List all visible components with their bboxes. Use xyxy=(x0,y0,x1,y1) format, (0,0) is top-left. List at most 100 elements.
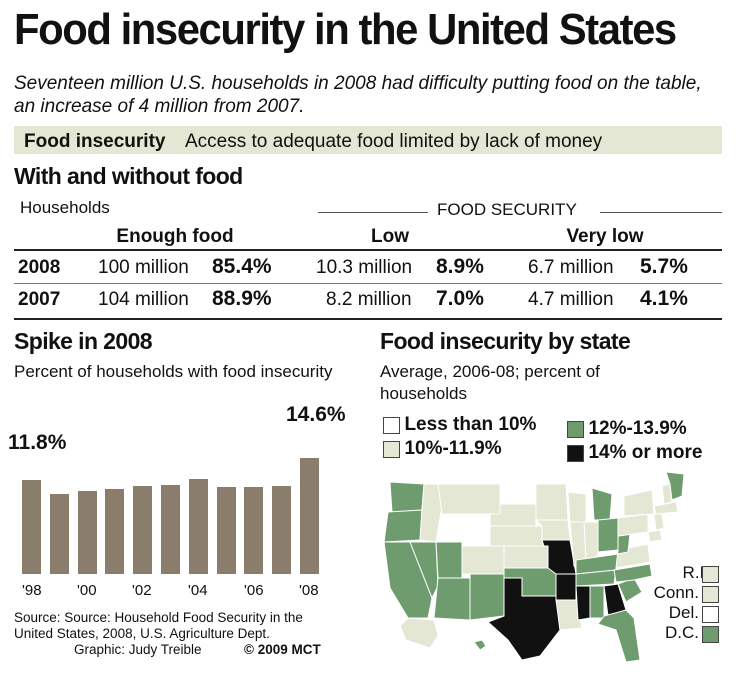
group-rule-left xyxy=(318,212,428,213)
low-percent: 7.0% xyxy=(436,287,484,310)
tick-label: '02 xyxy=(132,582,152,599)
state-wy xyxy=(441,513,491,547)
bar-2000 xyxy=(77,490,97,574)
state-mo xyxy=(541,539,577,575)
small-state-swatch xyxy=(702,566,719,583)
state-mt xyxy=(437,483,501,515)
bar-2007 xyxy=(272,485,292,574)
small-state-swatch xyxy=(702,586,719,603)
state-wa xyxy=(389,481,425,513)
legend-item: 14% or more xyxy=(567,442,703,464)
state-in xyxy=(583,521,599,561)
table-bottom-rule xyxy=(14,318,722,320)
state-nh xyxy=(661,483,673,505)
state-nj xyxy=(653,513,665,531)
legend-swatch xyxy=(567,445,584,463)
state-md xyxy=(647,529,663,543)
graphic-credit: Graphic: Judy Treible xyxy=(74,642,202,657)
legend-item: Less than 10% xyxy=(383,414,536,436)
bar-2003 xyxy=(161,484,180,574)
enough-number: 104 million xyxy=(98,289,189,310)
state-al xyxy=(589,585,605,619)
state-hi xyxy=(473,639,487,651)
bar-2001 xyxy=(105,488,125,574)
state-tn xyxy=(575,569,617,587)
legend-label: Less than 10% xyxy=(404,414,537,435)
state-tx xyxy=(487,577,561,661)
state-pa xyxy=(617,513,649,537)
map-title: Food insecurity by state xyxy=(380,328,631,354)
bar-2004 xyxy=(188,479,208,574)
legend-label: 12%-13.9% xyxy=(588,418,687,439)
enough-number: 100 million xyxy=(98,257,189,278)
tick-label: '08 xyxy=(299,582,319,599)
state-mi xyxy=(591,487,613,521)
state-ma xyxy=(653,501,679,515)
bar-2008 xyxy=(300,457,319,574)
table-title: With and without food xyxy=(14,163,243,189)
table-top-rule xyxy=(14,249,722,251)
households-label: Households xyxy=(20,198,110,217)
bar-chart xyxy=(0,0,360,678)
state-nd xyxy=(499,483,537,505)
state-nm xyxy=(469,573,505,621)
small-state-label: Del. xyxy=(668,603,699,622)
low-percent: 8.9% xyxy=(436,255,484,278)
tick-label: '00 xyxy=(77,582,97,599)
legend-swatch xyxy=(383,441,400,459)
state-ne xyxy=(489,525,545,547)
legend-item: 10%-11.9% xyxy=(383,438,502,460)
source-text: Source: Source: Household Food Security … xyxy=(14,610,303,641)
state-la xyxy=(555,599,583,631)
row-year: 2007 xyxy=(18,289,61,310)
state-ut xyxy=(435,541,463,579)
state-az xyxy=(433,577,471,621)
legend-swatch xyxy=(383,417,400,435)
tick-label: '06 xyxy=(244,582,264,599)
bar-1999 xyxy=(49,493,69,574)
us-map xyxy=(383,471,685,663)
enough-percent: 85.4% xyxy=(212,255,272,278)
state-ak xyxy=(399,617,439,649)
enough-percent: 88.9% xyxy=(212,287,272,310)
low-number: 10.3 million xyxy=(316,257,413,278)
food-security-label: FOOD SECURITY xyxy=(437,200,577,219)
page-title: Food insecurity in the United States xyxy=(14,5,677,54)
col-header-enough: Enough food xyxy=(116,226,234,247)
group-rule-right xyxy=(600,212,722,213)
state-ks xyxy=(503,545,549,569)
state-ms xyxy=(575,585,591,621)
state-me xyxy=(665,471,685,501)
bar-1998 xyxy=(22,480,41,574)
definition-term: Food insecurity xyxy=(24,131,166,152)
state-fl xyxy=(597,609,641,663)
state-ny xyxy=(623,489,655,517)
small-state-label: D.C. xyxy=(665,623,699,642)
subtitle: Seventeen million U.S. households in 200… xyxy=(14,73,702,117)
state-co xyxy=(461,545,505,575)
low-number: 8.2 million xyxy=(326,289,412,310)
small-state-swatch xyxy=(702,606,719,623)
state-or xyxy=(383,509,423,543)
data-label-first: 11.8% xyxy=(8,431,67,454)
small-state-swatch xyxy=(702,626,719,643)
tick-label: '98 xyxy=(22,582,42,599)
legend-item: 12%-13.9% xyxy=(567,418,687,440)
bar-2005 xyxy=(216,486,236,574)
definition-text: Access to adequate food limited by lack … xyxy=(185,131,603,152)
state-oh xyxy=(597,517,619,553)
state-ar xyxy=(555,573,577,601)
state-wv xyxy=(617,533,631,555)
verylow-percent: 5.7% xyxy=(640,255,688,278)
map-subtitle: Average, 2006-08; percent of households xyxy=(380,362,600,403)
tick-label: '04 xyxy=(188,582,208,599)
bar-2006 xyxy=(244,487,264,574)
state-nc xyxy=(613,563,653,583)
row-year: 2008 xyxy=(18,257,61,278)
col-header-verylow: Very low xyxy=(566,226,644,247)
copyright: © 2009 MCT xyxy=(244,642,321,657)
legend-swatch xyxy=(567,421,584,439)
chart-subtitle: Percent of households with food insecuri… xyxy=(14,362,333,381)
chart-title: Spike in 2008 xyxy=(14,328,153,354)
verylow-number: 6.7 million xyxy=(528,257,614,278)
